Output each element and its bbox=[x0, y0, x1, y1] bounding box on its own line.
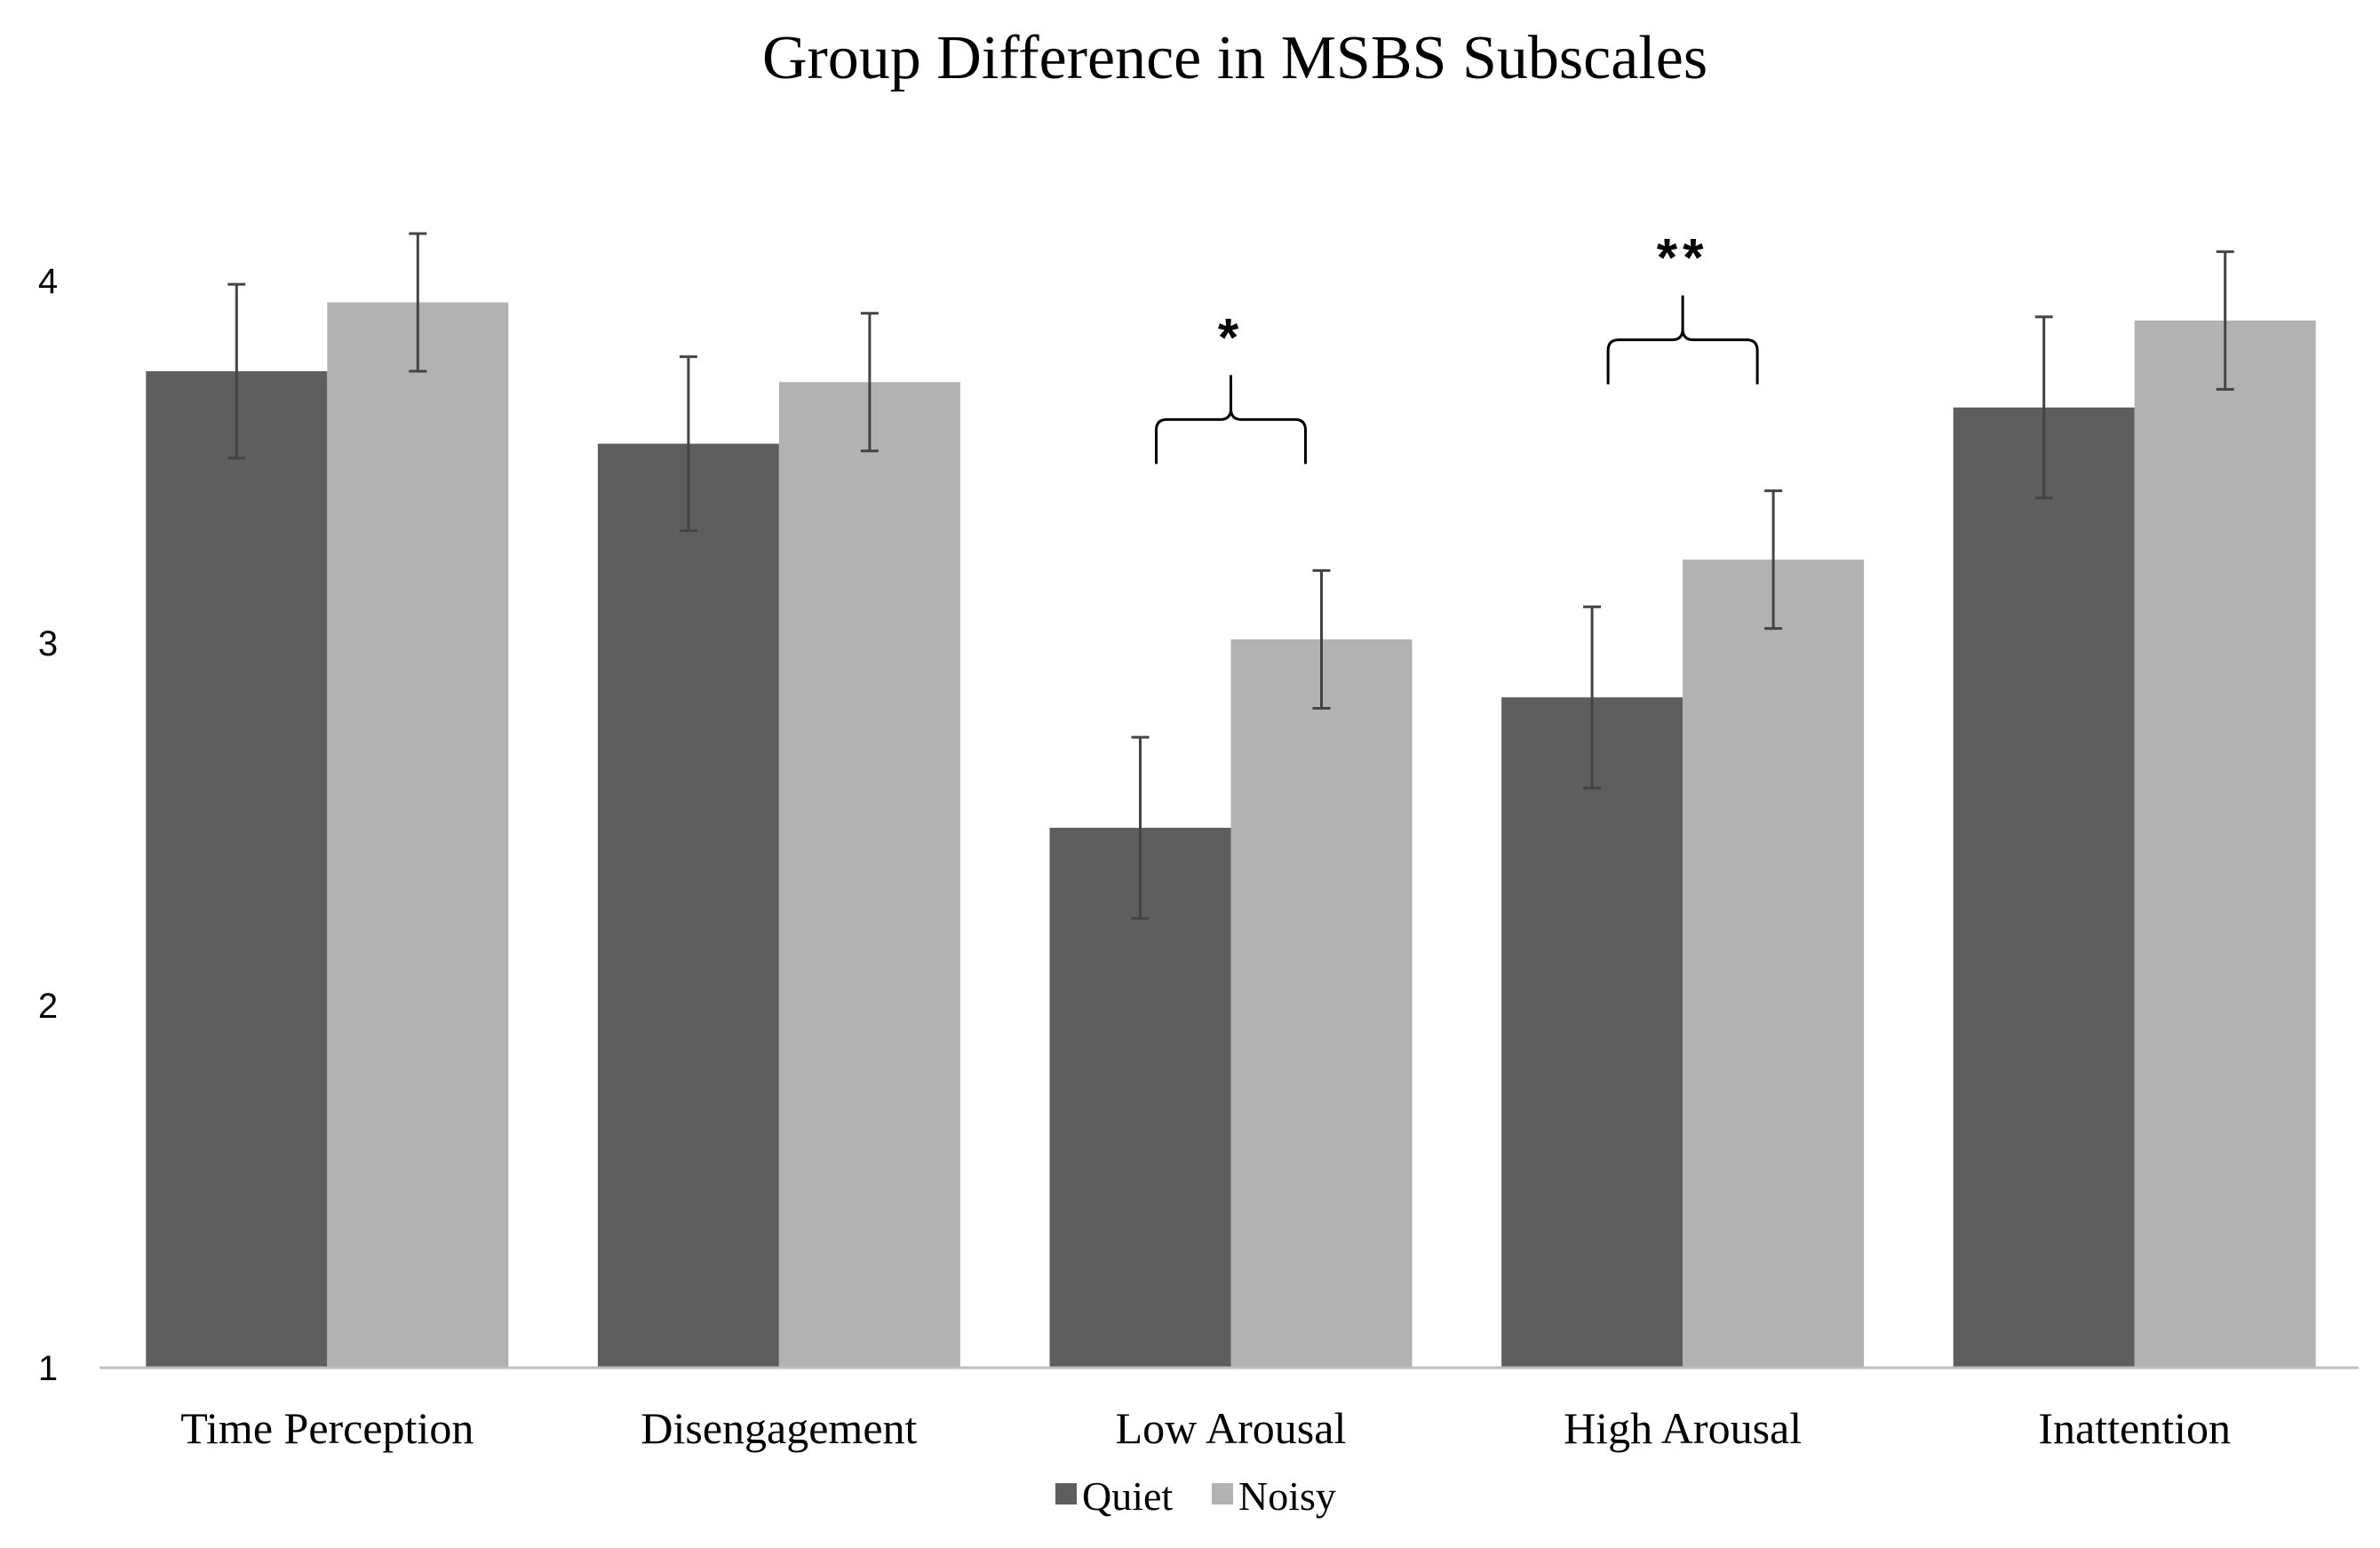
bar-noisy-1 bbox=[778, 382, 960, 1368]
error-bar-quiet-3 bbox=[1583, 605, 1602, 790]
x-tick-label: Inattention bbox=[2038, 1403, 2231, 1453]
y-tick-label: 4 bbox=[38, 262, 58, 301]
significance-brace bbox=[1606, 295, 1759, 385]
axis-layer: 1 2 3 4 Time Perception Disengagement Low Arou… bbox=[38, 262, 2359, 1453]
annotation-layer: *** bbox=[1155, 228, 1759, 464]
legend-item-noisy: Noisy bbox=[1212, 1473, 1336, 1519]
x-tick-label: Time Perception bbox=[180, 1403, 474, 1453]
bar-noisy-0 bbox=[327, 302, 509, 1369]
legend-swatch-noisy bbox=[1212, 1483, 1233, 1504]
error-bar-quiet-2 bbox=[1131, 735, 1150, 920]
bars-layer bbox=[146, 232, 2316, 1369]
bar-quiet-1 bbox=[597, 443, 779, 1369]
error-bar-noisy-2 bbox=[1312, 568, 1331, 710]
error-bar-noisy-4 bbox=[2216, 250, 2234, 391]
error-bar-quiet-4 bbox=[2034, 315, 2053, 500]
legend: Quiet Noisy bbox=[1055, 1473, 1336, 1519]
bar-quiet-0 bbox=[146, 371, 328, 1368]
legend-swatch-quiet bbox=[1055, 1483, 1077, 1504]
bar-noisy-3 bbox=[1683, 560, 1865, 1368]
significance-label: ** bbox=[1657, 228, 1709, 288]
bar-noisy-2 bbox=[1230, 639, 1413, 1368]
x-tick-label: Low Arousal bbox=[1116, 1403, 1347, 1453]
x-tick-label: Disengagement bbox=[641, 1403, 917, 1453]
bar-quiet-4 bbox=[1953, 407, 2135, 1368]
y-tick-label: 2 bbox=[38, 987, 58, 1026]
error-bar-quiet-1 bbox=[679, 355, 697, 533]
chart-title: Group Difference in MSBS Subscales bbox=[762, 24, 1707, 92]
significance-label: * bbox=[1218, 307, 1244, 367]
bar-quiet-3 bbox=[1501, 697, 1684, 1368]
error-bar-noisy-0 bbox=[409, 232, 427, 373]
error-bar-noisy-3 bbox=[1764, 489, 1783, 631]
error-bar-quiet-0 bbox=[227, 282, 246, 460]
y-tick-label: 3 bbox=[38, 624, 58, 663]
error-bar-noisy-1 bbox=[860, 312, 879, 453]
significance-brace bbox=[1155, 375, 1307, 464]
y-tick-label: 1 bbox=[38, 1349, 58, 1388]
legend-label-noisy: Noisy bbox=[1238, 1473, 1336, 1519]
legend-item-quiet: Quiet bbox=[1055, 1473, 1173, 1519]
bar-noisy-4 bbox=[2134, 320, 2316, 1368]
legend-label-quiet: Quiet bbox=[1082, 1473, 1173, 1519]
x-tick-label: High Arousal bbox=[1564, 1403, 1802, 1453]
